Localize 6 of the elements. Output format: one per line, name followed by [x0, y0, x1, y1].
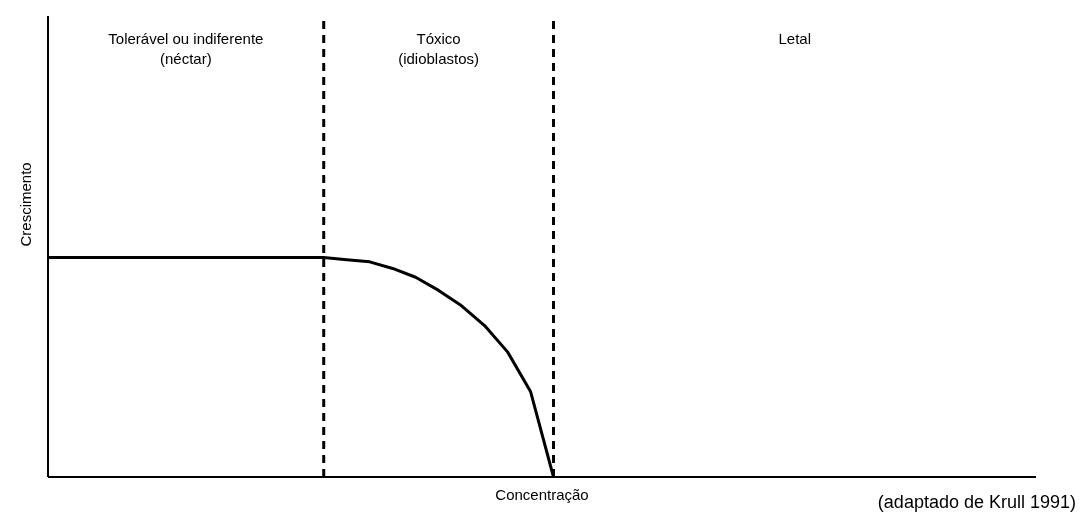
text: Letal [778, 30, 812, 47]
x-axis-title: Concentração [495, 485, 589, 503]
y-axis-title: Crescimento [17, 162, 35, 247]
text: Tóxico (idioblastos) [398, 30, 480, 67]
text: (adaptado de Krull 1991) [877, 492, 1076, 513]
text: Tolerável ou indiferente (néctar) [108, 30, 264, 67]
